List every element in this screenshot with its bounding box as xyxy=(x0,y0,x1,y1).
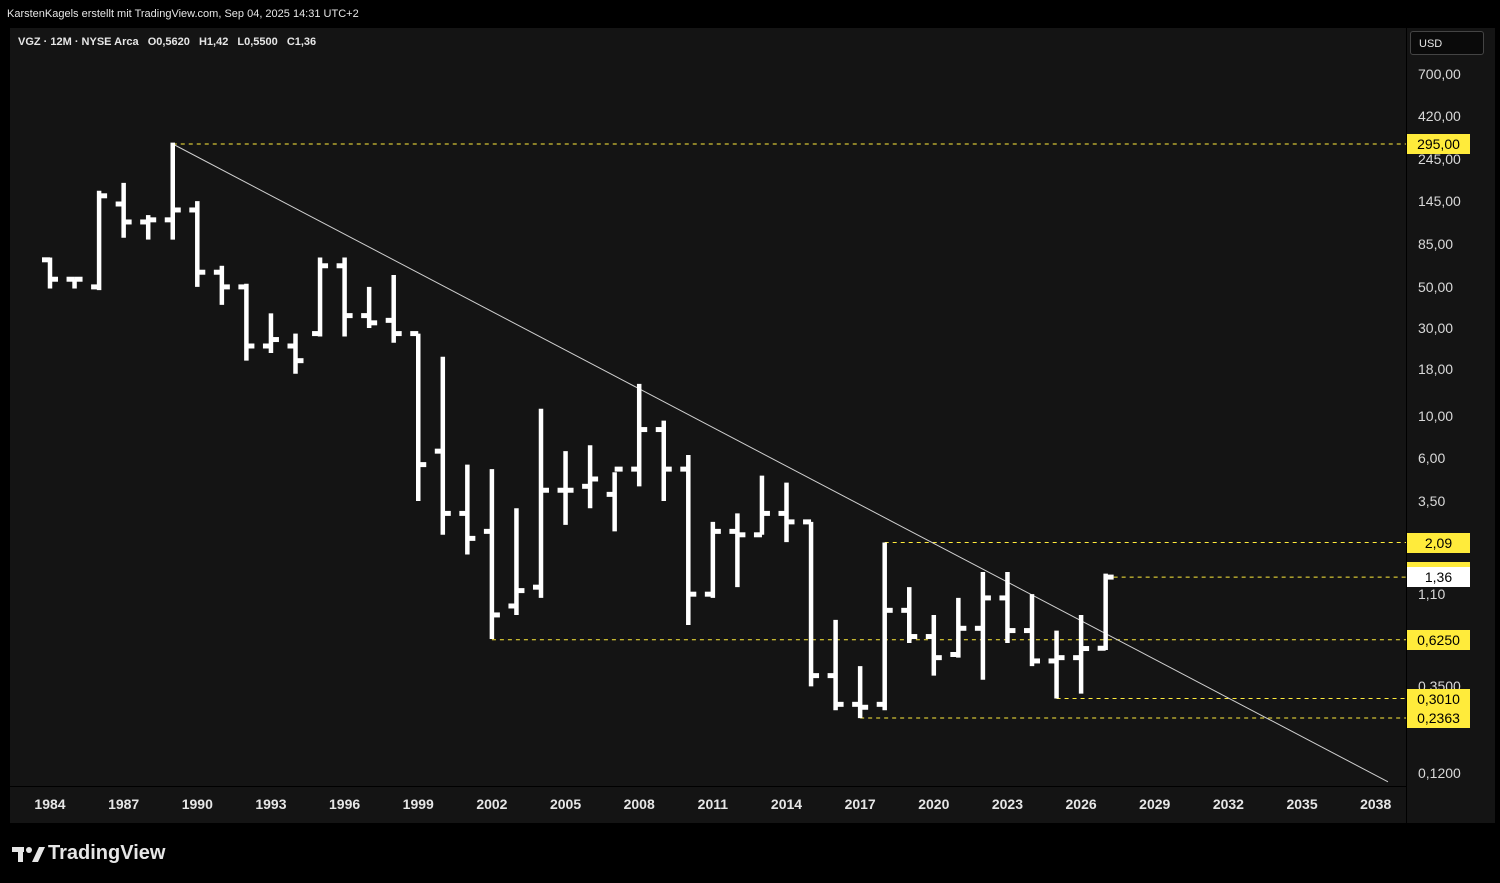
price-tick-label: 1,10 xyxy=(1418,586,1446,603)
price-tick-label: 50,00 xyxy=(1418,278,1454,295)
price-level-tag: 295,00 xyxy=(1407,134,1470,154)
time-tick-label: 2008 xyxy=(623,796,655,812)
legend-low: L0,5500 xyxy=(237,36,278,48)
tradingview-logo-icon xyxy=(12,847,45,862)
time-tick-label: 1999 xyxy=(402,796,434,812)
ohlc-bar xyxy=(140,215,157,240)
footer xyxy=(0,823,1500,883)
ohlc-bar xyxy=(803,519,820,687)
time-tick-label: 2017 xyxy=(844,796,876,812)
ohlc-bar xyxy=(999,571,1016,643)
ohlc-bar xyxy=(1097,573,1114,651)
legend-high: H1,42 xyxy=(198,36,229,48)
ohlc-bar xyxy=(238,283,255,361)
ohlc-bar xyxy=(876,542,893,711)
ohlc-bar xyxy=(704,521,721,598)
ohlc-bar xyxy=(1073,614,1090,694)
ohlc-bar xyxy=(1024,594,1040,667)
price-tick-label: 3,50 xyxy=(1418,492,1446,509)
ohlc-bar xyxy=(852,666,869,719)
ohlc-bar xyxy=(533,408,549,598)
ohlc-bar xyxy=(729,513,746,588)
price-tick-label: 420,00 xyxy=(1418,107,1461,124)
ohlc-bar xyxy=(974,571,991,680)
ohlc-bar xyxy=(42,257,58,289)
ohlc-bar xyxy=(827,619,844,711)
ohlc-bar xyxy=(655,420,672,501)
ohlc-bar xyxy=(778,482,795,543)
time-tick-label: 1996 xyxy=(329,796,361,812)
price-tick-label: 245,00 xyxy=(1418,150,1461,167)
price-tick-label: 0,1200 xyxy=(1418,764,1461,781)
ohlc-bar xyxy=(901,587,918,643)
time-tick-label: 2032 xyxy=(1212,796,1244,812)
ohlc-bar xyxy=(680,454,697,626)
time-tick-label: 1987 xyxy=(108,796,140,812)
time-axis[interactable] xyxy=(10,787,1406,823)
ohlc-bar xyxy=(925,614,942,676)
price-tick-label: 18,00 xyxy=(1418,361,1454,378)
price-tick-label: 10,00 xyxy=(1418,408,1454,425)
trend-line xyxy=(172,143,1389,783)
time-tick-label: 2026 xyxy=(1065,796,1097,812)
ohlc-bar xyxy=(115,182,132,238)
price-tick-label: 85,00 xyxy=(1418,236,1454,253)
time-tick-label: 2038 xyxy=(1360,796,1392,812)
time-tick-label: 2035 xyxy=(1286,796,1318,812)
ohlc-bar xyxy=(312,257,329,337)
time-tick-label: 2005 xyxy=(549,796,582,812)
chart-credit: KarstenKagels erstellt mit TradingView.c… xyxy=(7,8,359,20)
price-level-tag: 2,09 xyxy=(1407,532,1470,553)
legend-close: C1,36 xyxy=(286,36,317,48)
time-tick-label: 2014 xyxy=(770,796,803,812)
ohlc-bar xyxy=(410,331,427,501)
currency-selector[interactable]: USD xyxy=(1410,31,1484,55)
time-tick-label: 1993 xyxy=(255,796,287,812)
ohlc-bar xyxy=(1048,630,1065,699)
ohlc-bar xyxy=(66,276,83,289)
price-level-tag: 0,2363 xyxy=(1407,708,1470,728)
ohlc-bar xyxy=(950,597,967,658)
ohlc-bar xyxy=(434,356,451,535)
price-tick-label: 6,00 xyxy=(1418,449,1446,466)
tradingview-brand: TradingView xyxy=(48,842,166,864)
time-tick-label: 2011 xyxy=(697,796,729,812)
time-tick-label: 2020 xyxy=(918,796,950,812)
time-tick-label: 2002 xyxy=(476,796,508,812)
time-tick-label: 1990 xyxy=(181,796,213,812)
price-tick-label: 700,00 xyxy=(1418,66,1461,83)
top-bar: KarstenKagels erstellt mit TradingView.c… xyxy=(0,0,1500,28)
symbol-legend: VGZ · 12M · NYSE Arca O0,5620 H1,42 L0,5… xyxy=(18,36,322,48)
ohlc-bar xyxy=(385,274,402,343)
ohlc-bar xyxy=(262,313,279,353)
ohlc-bar xyxy=(336,257,353,337)
ohlc-bar xyxy=(631,383,648,487)
symbol-info: VGZ · 12M · NYSE Arca xyxy=(18,36,139,48)
price-level-tag: 1,36 xyxy=(1407,567,1470,588)
price-tick-label: 30,00 xyxy=(1418,320,1454,337)
ohlc-bar xyxy=(361,286,378,329)
ohlc-bar xyxy=(557,451,574,525)
ohlc-bar xyxy=(483,469,500,640)
legend-open: O0,5620 xyxy=(147,36,190,48)
price-tick-label: 145,00 xyxy=(1418,193,1461,210)
price-level-tag: 0,3010 xyxy=(1407,688,1470,709)
ohlc-bar xyxy=(459,464,476,555)
ohlc-bar xyxy=(582,445,599,509)
time-tick-label: 2023 xyxy=(991,796,1024,812)
ohlc-bar xyxy=(606,466,623,532)
ohlc-bar xyxy=(508,508,525,615)
ohlc-bar xyxy=(189,201,206,287)
price-level-tag: 0,6250 xyxy=(1407,629,1470,650)
ohlc-bar xyxy=(287,333,304,374)
chart-pane[interactable] xyxy=(10,28,1406,786)
ohlc-bar xyxy=(753,475,770,538)
ohlc-bar xyxy=(91,190,108,291)
time-tick-label: 2029 xyxy=(1139,796,1171,812)
time-tick-label: 1984 xyxy=(34,796,66,812)
ohlc-bar xyxy=(213,265,230,305)
ohlc-bar xyxy=(164,142,181,240)
